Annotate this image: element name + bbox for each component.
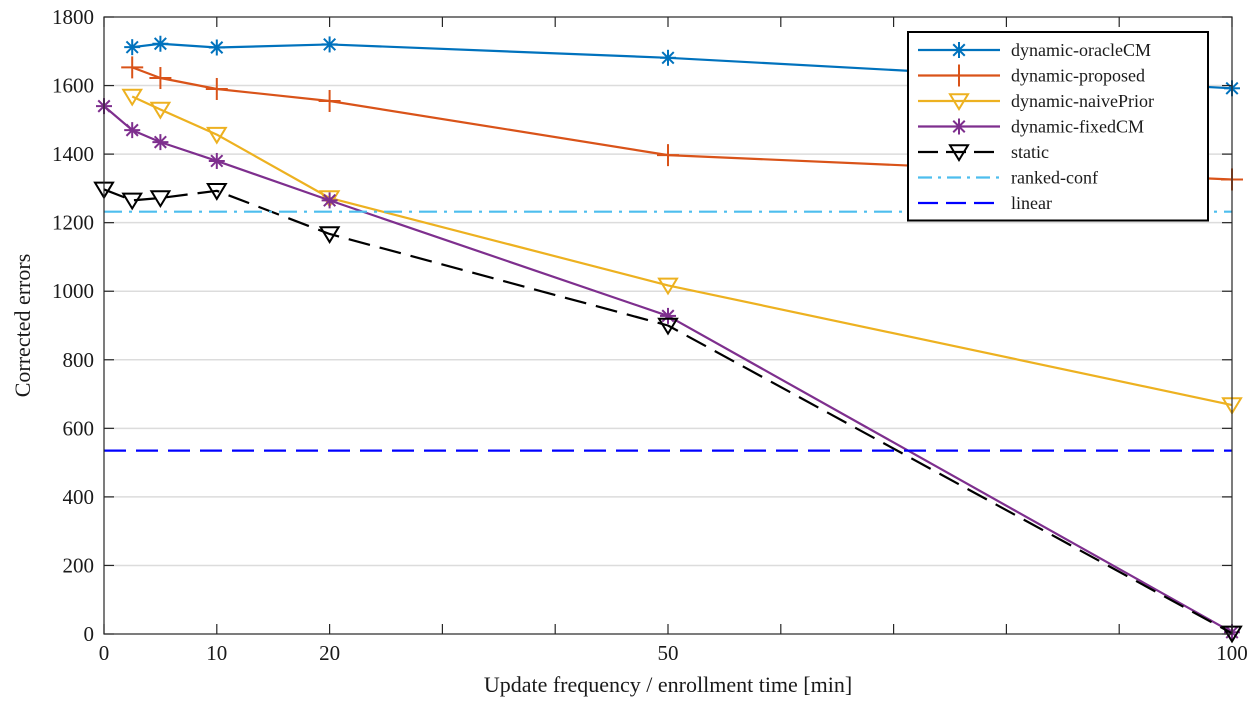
y-tick-label: 400 [63,485,95,509]
data-point [206,126,228,145]
legend-entry: linear [918,193,1052,213]
x-tick-label: 10 [206,641,227,665]
legend-marker [948,64,970,87]
data-point [121,192,143,211]
data-point [208,39,225,56]
legend-label: dynamic-oracleCM [1011,40,1151,60]
data-point [657,277,679,296]
data-point [149,190,172,209]
data-point [318,89,341,112]
data-point [318,226,341,245]
legend: dynamic-oracleCM dynamic-proposed dynamic-… [907,31,1209,222]
legend-label: dynamic-proposed [1011,66,1145,86]
series-line [103,188,1233,635]
y-tick-label: 1800 [52,5,94,29]
data-point [121,88,143,107]
axes-layer: 0 200 400 600 800 1000 1200 1400 1600 1800 0 10 20 50… [52,5,1248,665]
y-axis-label: Corrected errors [10,254,35,398]
legend-entry: static [918,142,1049,163]
legend-entry: dynamic-naivePrior [918,91,1154,112]
series-dynamic-oracleCM [124,35,1240,97]
x-axis-label: Update frequency / enrollment time [min] [484,672,852,697]
x-tick-label: 20 [319,641,340,665]
x-tick-label: 50 [658,641,679,665]
data-point [149,101,172,120]
y-tick-label: 1000 [52,279,94,303]
y-tick-label: 200 [63,553,95,577]
data-point [321,192,338,209]
y-tick-label: 600 [63,416,95,440]
series-static [93,181,1243,644]
legend-marker [951,118,967,135]
legend-label: static [1011,142,1049,162]
legend-marker [948,93,970,112]
series-layer [93,35,1243,644]
legend-entry: ranked-conf [918,168,1098,188]
data-point [657,317,679,336]
legend-label: dynamic-fixedCM [1011,117,1144,137]
y-tick-label: 800 [63,348,95,372]
series-line [131,66,1233,181]
legend-label: linear [1011,193,1052,213]
data-point [152,134,169,151]
grid-layer [104,84,1232,567]
legend-marker [951,42,967,58]
data-point [657,144,679,167]
series-line [131,95,1233,407]
y-tick-label: 1200 [52,211,94,235]
legend-entry: dynamic-fixedCM [918,117,1144,137]
data-point [205,77,228,100]
data-point [321,36,338,53]
data-point [660,307,676,324]
legend-entry: dynamic-oracleCM [918,40,1151,60]
data-point [124,122,141,139]
data-point [152,35,169,52]
data-point [121,56,144,79]
y-tick-label: 0 [84,622,95,646]
legend-entry: dynamic-proposed [918,64,1145,87]
legend-label: ranked-conf [1011,168,1098,188]
data-point [660,49,676,66]
x-tick-label: 100 [1216,641,1248,665]
data-point [206,183,228,201]
data-point [149,67,172,90]
legend-marker [948,144,970,163]
legend-label: dynamic-naivePrior [1011,91,1154,111]
data-point [208,152,225,169]
y-tick-label: 1400 [52,142,94,166]
data-point [124,39,141,56]
x-tick-label: 0 [99,641,110,665]
y-tick-label: 1600 [52,74,94,98]
